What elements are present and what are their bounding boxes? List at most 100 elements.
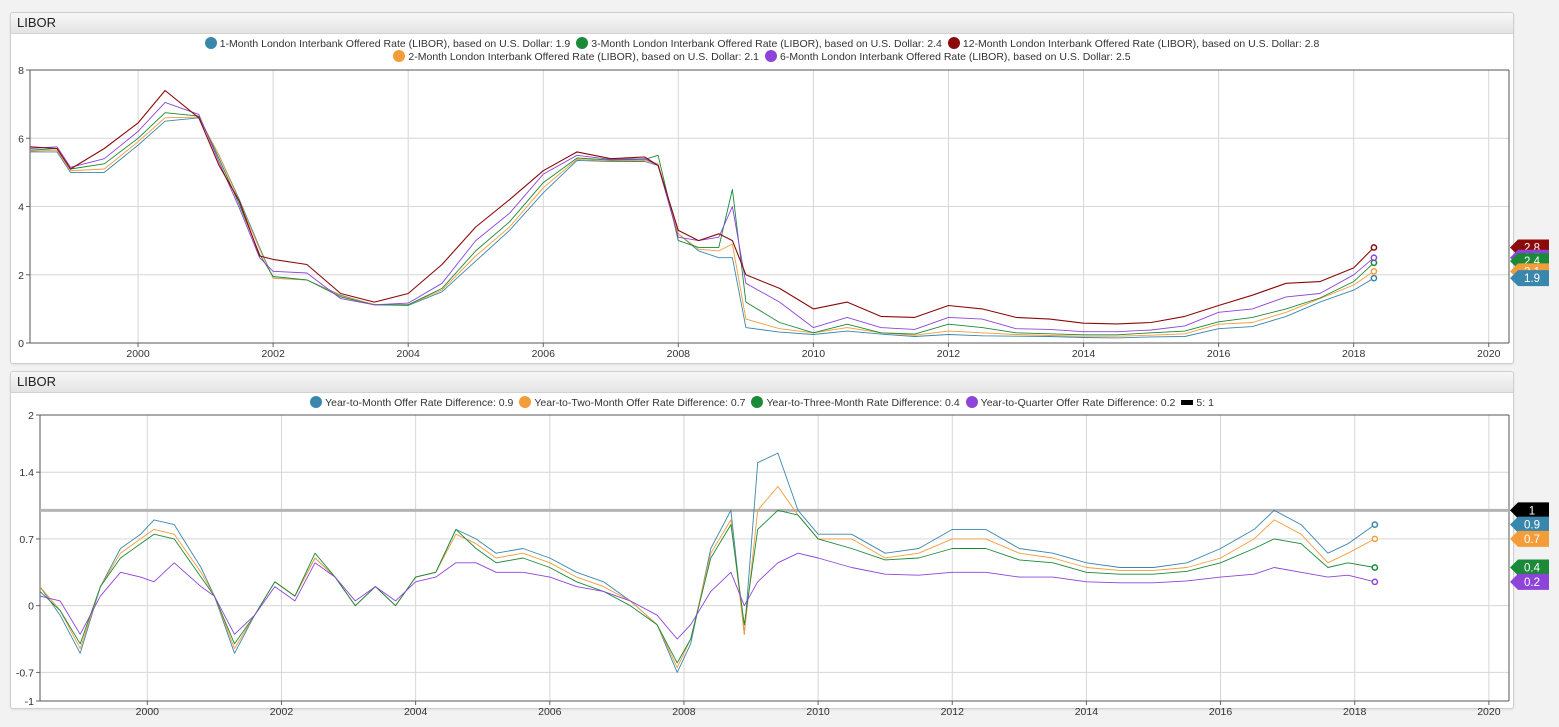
y-tick-label: 0 — [18, 338, 24, 350]
legend-label: 1-Month London Interbank Offered Rate (L… — [219, 38, 571, 50]
x-tick-label: 2010 — [806, 706, 830, 718]
x-tick-label: 2014 — [1072, 348, 1096, 360]
legend-row: 2-Month London Interbank Offered Rate (L… — [11, 50, 1513, 63]
legend-swatch — [576, 37, 589, 49]
legend-item[interactable]: Year-to-Quarter Offer Rate Difference: 0… — [965, 396, 1176, 410]
y-tick-label: 0.7 — [19, 534, 34, 546]
value-tag: 1.9 — [1510, 270, 1549, 287]
x-tick-label: 2016 — [1207, 348, 1231, 360]
value-tag-label: 0.7 — [1524, 534, 1540, 546]
x-tick-label: 2018 — [1343, 706, 1367, 718]
series-line — [29, 89, 1375, 325]
x-tick-label: 2020 — [1477, 348, 1501, 360]
legend-label: 6-Month London Interbank Offered Rate (L… — [780, 51, 1131, 63]
x-tick-label: 2002 — [261, 348, 285, 360]
value-tag: 0.2 — [1510, 573, 1549, 590]
value-tag-shape — [1510, 573, 1549, 590]
y-tick-label: 8 — [18, 65, 24, 77]
x-tick-label: 2008 — [672, 706, 696, 718]
y-tick-label: 1.4 — [19, 467, 34, 479]
x-tick-label: 2014 — [1075, 706, 1099, 718]
legend-swatch — [1181, 400, 1194, 405]
legend-item[interactable]: 3-Month London Interbank Offered Rate (L… — [576, 37, 942, 51]
x-tick-label: 2004 — [404, 706, 428, 718]
value-tag-shape — [1510, 516, 1549, 533]
series-line — [29, 112, 1375, 336]
y-tick-label: 6 — [18, 133, 24, 145]
x-tick-label: 2012 — [937, 348, 961, 360]
legend-label: 3-Month London Interbank Offered Rate (L… — [591, 38, 942, 50]
y-tick-label: 2 — [18, 270, 24, 282]
value-tag: 0.7 — [1510, 530, 1549, 547]
series-line — [39, 552, 1375, 640]
chart-legend: Year-to-Month Offer Rate Difference: 0.9… — [11, 396, 1513, 409]
legend-label: Year-to-Month Offer Rate Difference: 0.9 — [325, 397, 514, 409]
legend-label: 12-Month London Interbank Offered Rate (… — [962, 38, 1320, 50]
y-tick-label: 0 — [28, 601, 34, 613]
value-tag-shape — [1510, 502, 1549, 519]
y-tick-label: 4 — [18, 202, 24, 214]
legend-label: 5: 1 — [1196, 397, 1214, 409]
value-tag-label: 0.2 — [1524, 577, 1540, 589]
legend-item[interactable]: Year-to-Month Offer Rate Difference: 0.9 — [310, 396, 513, 410]
legend-swatch — [310, 396, 323, 408]
value-tag-label: 1.9 — [1524, 273, 1540, 285]
legend-label: Year-to-Two-Month Offer Rate Difference:… — [534, 397, 746, 409]
x-tick-label: 2010 — [802, 348, 826, 360]
legend-swatch — [751, 396, 764, 408]
series-endpoint — [1370, 244, 1378, 251]
legend-item[interactable]: 12-Month London Interbank Offered Rate (… — [947, 37, 1320, 51]
series-line — [39, 509, 1375, 664]
y-tick-label: 2 — [28, 410, 34, 422]
series-line — [29, 101, 1375, 333]
series-endpoint — [1371, 578, 1379, 586]
x-tick-label: 2006 — [532, 348, 556, 360]
series-endpoint — [1370, 267, 1378, 275]
series-endpoint — [1371, 564, 1379, 571]
panel-title: LIBOR — [11, 372, 1513, 393]
value-tag: 1 — [1510, 502, 1549, 519]
value-tag-shape — [1510, 559, 1549, 576]
legend-label: 2-Month London Interbank Offered Rate (L… — [408, 51, 759, 63]
legend-swatch — [965, 396, 978, 408]
legend-label: Year-to-Quarter Offer Rate Difference: 0… — [980, 397, 1176, 409]
legend-row: Year-to-Month Offer Rate Difference: 0.9… — [11, 396, 1513, 409]
x-tick-label: 2004 — [397, 348, 421, 360]
series-line — [30, 117, 1375, 339]
series-endpoint — [1371, 535, 1379, 543]
legend-label: Year-to-Three-Month Rate Difference: 0.4 — [766, 397, 960, 409]
legend-row: 1-Month London Interbank Offered Rate (L… — [11, 37, 1513, 50]
series-endpoint — [1370, 274, 1378, 282]
legend-item[interactable]: 1-Month London Interbank Offered Rate (L… — [204, 37, 571, 51]
legend-item[interactable]: Year-to-Two-Month Offer Rate Difference:… — [519, 396, 745, 410]
chart-0: 2000 2002 2004 2006 2008 2010 2012 2014 2016 2018… — [18, 65, 1549, 360]
x-tick-label: 2020 — [1477, 706, 1501, 718]
libor-spread-panel: LIBOR Year-to-Month Offer Rate Differenc… — [10, 371, 1514, 709]
x-tick-label: 2000 — [136, 706, 160, 718]
y-tick-label: -1 — [25, 696, 34, 708]
x-tick-label: 2018 — [1342, 348, 1366, 360]
chart-legend: 1-Month London Interbank Offered Rate (L… — [11, 37, 1513, 63]
legend-item[interactable]: 2-Month London Interbank Offered Rate (L… — [393, 50, 759, 64]
panel-title: LIBOR — [11, 13, 1513, 34]
y-tick-label: -0.7 — [16, 667, 34, 679]
value-tag-label: 0.4 — [1524, 563, 1541, 575]
series-line — [39, 486, 1376, 669]
value-tag-label: 1 — [1529, 505, 1535, 517]
value-tag-label: 0.9 — [1524, 520, 1540, 532]
x-tick-label: 2012 — [941, 706, 965, 718]
chart-1: 2000 2002 2004 2006 2008 2010 2012 2014 2016 2018… — [16, 410, 1549, 718]
x-tick-label: 2006 — [538, 706, 562, 718]
legend-item[interactable]: 5: 1 — [1181, 397, 1214, 410]
legend-swatch — [765, 50, 777, 62]
x-tick-label: 2008 — [667, 348, 691, 360]
legend-swatch — [519, 396, 532, 408]
legend-item[interactable]: 6-Month London Interbank Offered Rate (L… — [765, 50, 1131, 64]
legend-swatch — [947, 37, 960, 49]
series-endpoint — [1370, 254, 1378, 262]
value-tag-shape — [1510, 530, 1549, 547]
legend-item[interactable]: Year-to-Three-Month Rate Difference: 0.4 — [751, 396, 960, 410]
x-tick-label: 2016 — [1209, 706, 1233, 718]
value-tag-shape — [1510, 270, 1549, 287]
